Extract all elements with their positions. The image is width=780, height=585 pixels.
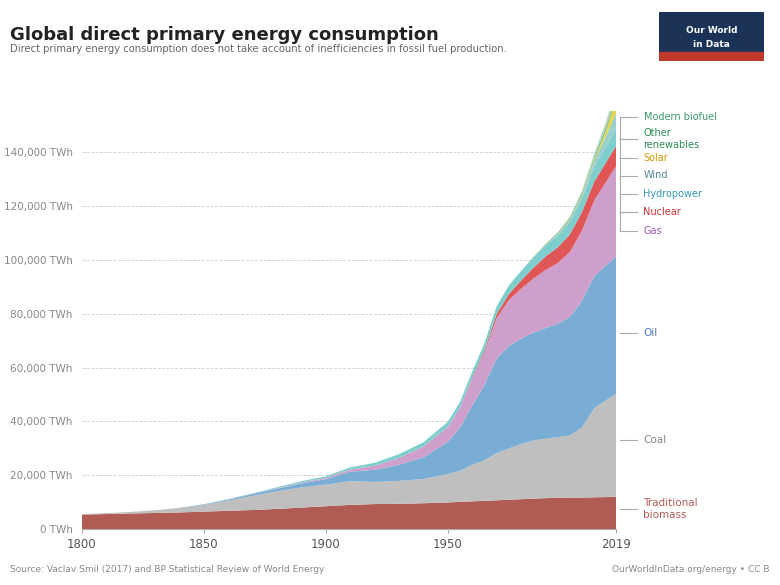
Text: Global direct primary energy consumption: Global direct primary energy consumption [10,26,439,44]
Text: Hydropower: Hydropower [644,189,703,199]
Text: Wind: Wind [644,170,668,181]
Bar [659,53,764,61]
Text: Our World: Our World [686,26,738,35]
Text: in Data: in Data [693,40,730,49]
Text: Traditional
biomass: Traditional biomass [644,498,698,519]
Text: Direct primary energy consumption does not take account of inefficiencies in fos: Direct primary energy consumption does n… [10,44,507,54]
Text: Modern biofuel: Modern biofuel [644,112,717,122]
Text: Gas: Gas [644,226,662,236]
Text: Solar: Solar [644,153,668,163]
Text: Coal: Coal [644,435,667,445]
Text: Other
renewables: Other renewables [644,129,700,150]
Text: Nuclear: Nuclear [644,207,681,217]
Text: Source: Vaclav Smil (2017) and BP Statistical Review of World Energy: Source: Vaclav Smil (2017) and BP Statis… [10,566,324,574]
Text: Oil: Oil [644,328,658,339]
Text: OurWorldInData.org/energy • CC B: OurWorldInData.org/energy • CC B [612,566,770,574]
